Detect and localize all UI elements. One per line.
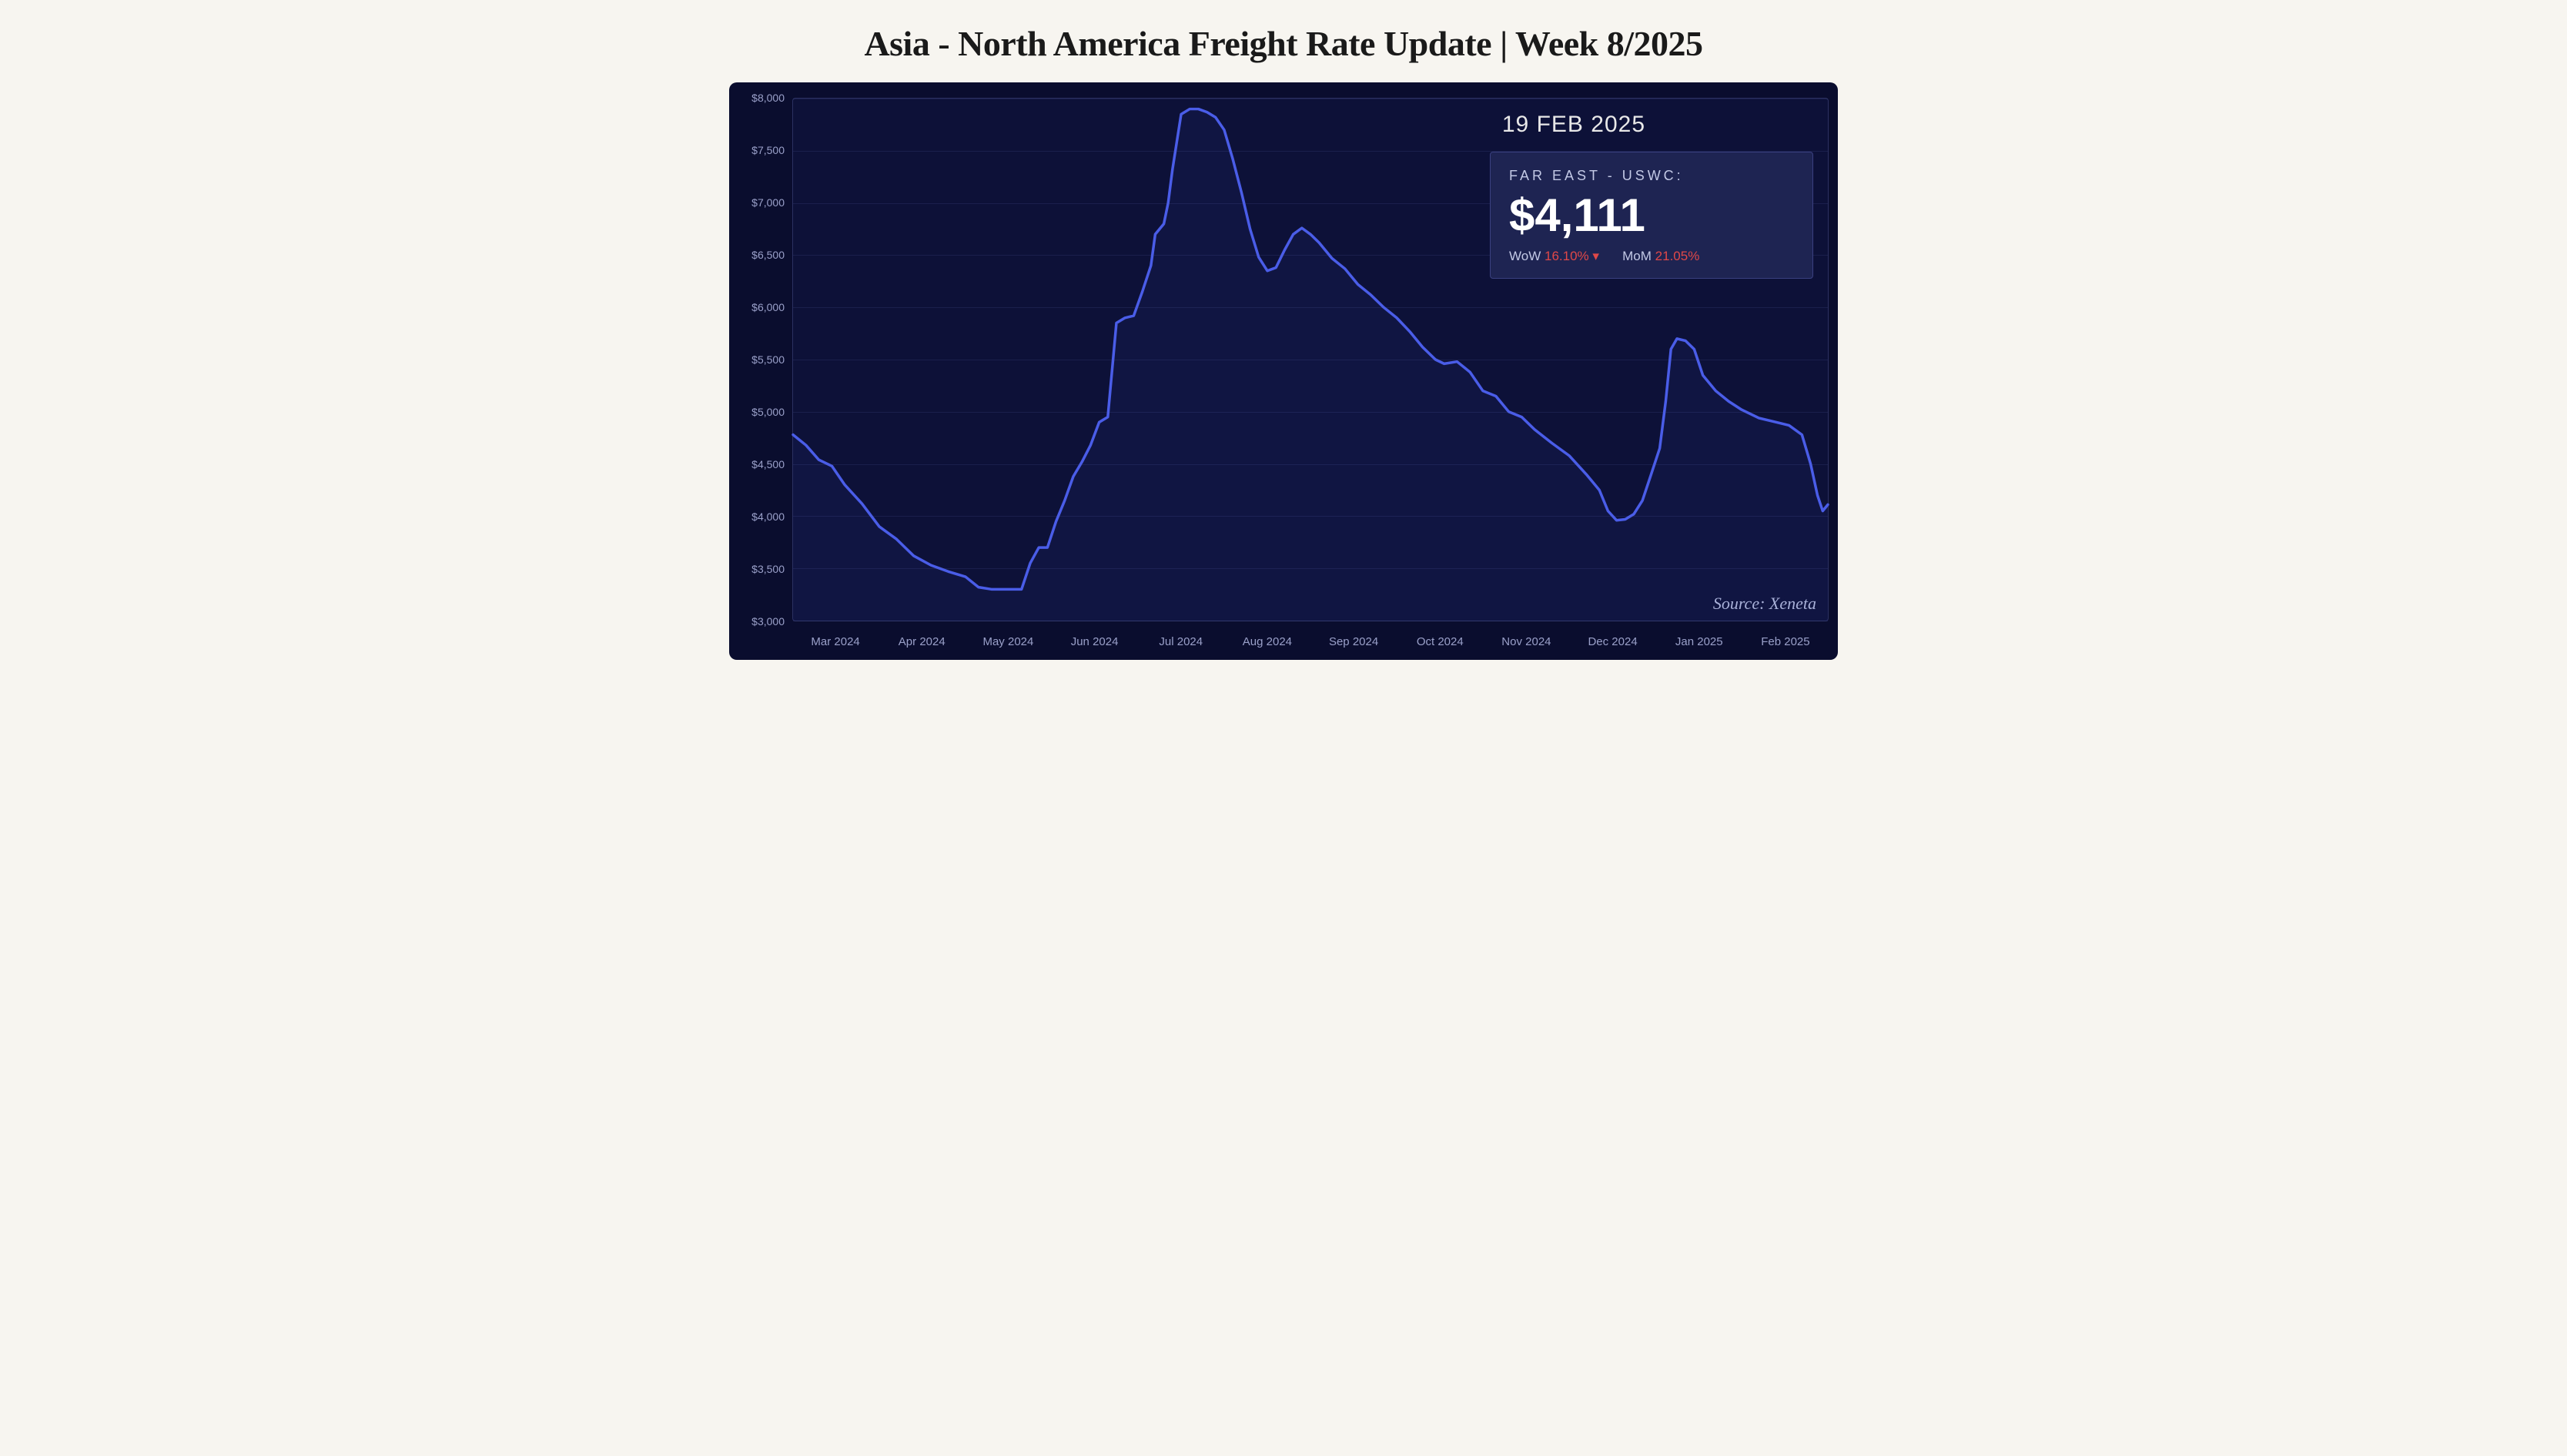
wow-label: WoW — [1509, 249, 1541, 263]
x-tick-label: Jan 2025 — [1675, 635, 1723, 648]
route-label: FAR EAST - USWC: — [1509, 168, 1794, 184]
y-tick-label: $4,000 — [751, 510, 785, 523]
grid-line — [793, 307, 1828, 308]
x-axis: Mar 2024 Apr 2024 May 2024 Jun 2024 Jul 2024… — [792, 624, 1829, 660]
x-tick-label: Nov 2024 — [1501, 635, 1551, 648]
y-tick-label: $4,500 — [751, 458, 785, 470]
y-tick-label: $6,500 — [751, 249, 785, 261]
mom-label: MoM — [1622, 249, 1652, 263]
source-attribution: Source: Xeneta — [1713, 594, 1816, 614]
x-tick-label: Jun 2024 — [1071, 635, 1119, 648]
y-tick-label: $7,500 — [751, 144, 785, 156]
x-tick-label: Apr 2024 — [899, 635, 945, 648]
y-axis: $3,000$3,500$4,000$4,500$5,000$5,500$6,0… — [729, 98, 789, 621]
x-tick-label: Mar 2024 — [811, 635, 859, 648]
y-tick-label: $3,000 — [751, 615, 785, 628]
grid-line — [793, 412, 1828, 413]
y-tick-label: $7,000 — [751, 196, 785, 209]
x-tick-label: May 2024 — [982, 635, 1033, 648]
y-tick-label: $6,000 — [751, 301, 785, 313]
x-tick-label: Oct 2024 — [1417, 635, 1464, 648]
y-tick-label: $5,000 — [751, 406, 785, 418]
rate-change-row: WoW 16.10% ▾ MoM 21.05% — [1509, 249, 1794, 264]
down-arrow-icon: ▾ — [1592, 249, 1599, 263]
x-tick-label: Sep 2024 — [1329, 635, 1378, 648]
y-tick-label: $5,500 — [751, 353, 785, 366]
grid-line — [793, 516, 1828, 517]
x-tick-label: Dec 2024 — [1588, 635, 1637, 648]
x-tick-label: Jul 2024 — [1159, 635, 1203, 648]
rate-stat-box: FAR EAST - USWC: $4,111 WoW 16.10% ▾ MoM… — [1490, 152, 1813, 279]
grid-line — [793, 568, 1828, 569]
wow-value: 16.10% — [1545, 249, 1592, 263]
page-title: Asia - North America Freight Rate Update… — [729, 23, 1838, 64]
y-tick-label: $3,500 — [751, 563, 785, 575]
x-tick-label: Aug 2024 — [1243, 635, 1292, 648]
y-tick-label: $8,000 — [751, 92, 785, 104]
mom-value: 21.05% — [1655, 249, 1700, 263]
rate-price: $4,111 — [1509, 190, 1794, 241]
x-tick-label: Feb 2025 — [1761, 635, 1809, 648]
snapshot-date: 19 FEB 2025 — [1502, 112, 1645, 138]
stat-separator — [1609, 249, 1613, 263]
grid-line — [793, 464, 1828, 465]
freight-rate-chart: $3,000 $3,500 $4,000 $4,500 $5,000 $5,500 $6,0… — [729, 82, 1838, 660]
